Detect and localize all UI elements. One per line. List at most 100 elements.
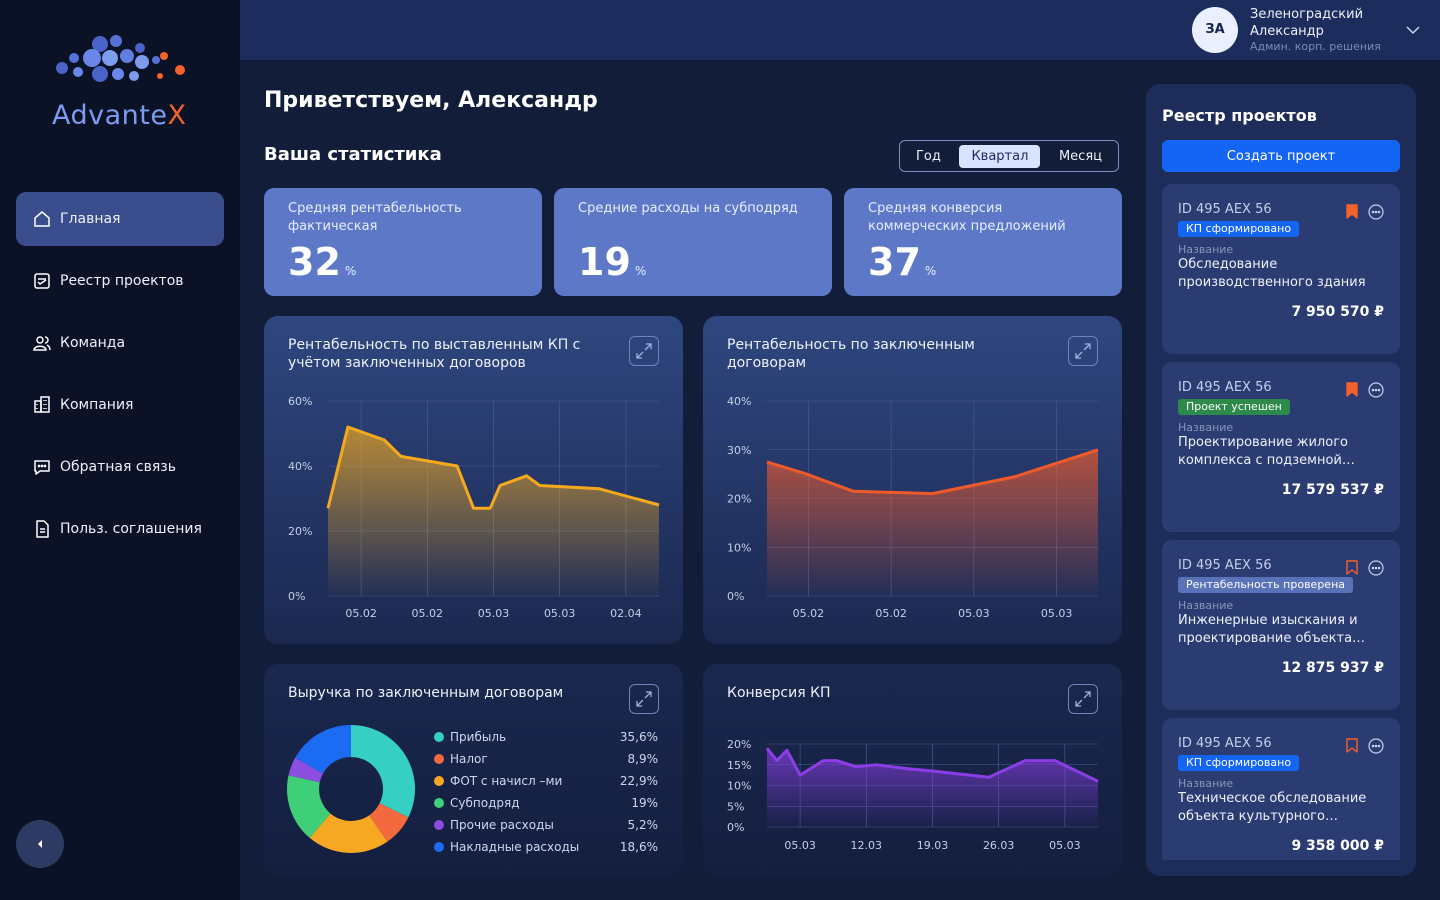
- stat-number: 19: [578, 240, 631, 284]
- y-tick-label: 5%: [727, 800, 744, 813]
- x-tick-label: 05.03: [544, 607, 576, 620]
- project-name-label: Название: [1178, 421, 1234, 434]
- collapse-sidebar-button[interactable]: [16, 820, 64, 868]
- kp-profitability-chart: 60% 40% 20% 0% 05.02 05.02 05.03 05.03 02.04: [288, 395, 660, 620]
- x-tick-label: 19.03: [917, 839, 949, 852]
- y-tick-label: 20%: [727, 738, 751, 751]
- user-menu[interactable]: ЗА Зеленоградский Александр Админ. корп.…: [1192, 6, 1420, 53]
- team-icon: [33, 336, 51, 351]
- period-quarter-button[interactable]: Квартал: [959, 144, 1041, 168]
- project-name-label: Название: [1178, 243, 1234, 256]
- pie-slice: [369, 803, 409, 842]
- contract-profitability-chart: 40% 30% 20% 10% 0% 05.02 05.02 05.03 05.03: [727, 395, 1099, 620]
- expand-icon: [1075, 691, 1091, 707]
- project-id: ID 495 AEX 56: [1178, 202, 1272, 217]
- chevron-down-icon: [1406, 25, 1420, 34]
- nav-item-feedback[interactable]: Обратная связь: [16, 440, 224, 494]
- chart-panel-conversion: 20% 15% 10% 5% 0% 05.03 12.03 19.03 26.03 05.03 К…: [703, 664, 1122, 876]
- top-bar: ЗА Зеленоградский Александр Админ. корп.…: [240, 0, 1440, 60]
- bookmark-icon[interactable]: [1346, 738, 1358, 753]
- nav-item-home[interactable]: Главная: [16, 192, 224, 246]
- bookmark-icon[interactable]: [1346, 382, 1358, 397]
- legend-dot: [434, 754, 444, 764]
- stat-label: Средние расходы на субподряд: [578, 201, 798, 216]
- legend-label: Прочие расходы: [450, 818, 554, 832]
- logo-icon: [56, 35, 185, 82]
- project-id: ID 495 AEX 56: [1178, 736, 1272, 751]
- registry-title: Реестр проектов: [1162, 106, 1317, 125]
- x-tick-label: 05.03: [1041, 607, 1073, 620]
- nav-item-team[interactable]: Команда: [16, 316, 224, 370]
- series-area: [767, 449, 1098, 596]
- company-icon: [34, 396, 50, 413]
- period-month-button[interactable]: Месяц: [1058, 148, 1102, 164]
- project-name: Техническое обследование объекта культур…: [1178, 791, 1367, 824]
- project-card[interactable]: ID 495 AEX 56 Рентабельность проверена Н…: [1162, 540, 1400, 710]
- series-line: [765, 747, 1099, 783]
- bookmark-icon[interactable]: [1346, 560, 1358, 575]
- pie-slice: [351, 725, 415, 818]
- period-year-button[interactable]: Год: [916, 148, 941, 164]
- status-badge: Рентабельность проверена: [1178, 577, 1354, 593]
- legend-value: 5,2%: [627, 818, 659, 832]
- more-icon[interactable]: [1368, 204, 1384, 220]
- pie-slice: [288, 757, 324, 783]
- chart-panel-kp-profitability: 60% 40% 20% 0% 05.02 05.02 05.03 05.03 02.04 Рен…: [264, 316, 683, 644]
- sidebar: AdvanteX Главная Реестр проектов Команда…: [0, 0, 240, 900]
- project-price: 9 358 000 ₽: [1291, 838, 1384, 854]
- y-tick-label: 60%: [288, 395, 312, 408]
- project-card[interactable]: ID 495 AEX 56 Проект успешен Название Пр…: [1162, 362, 1400, 532]
- project-actions: [1336, 382, 1384, 398]
- nav-item-agreement[interactable]: Польз. соглашения: [16, 502, 224, 556]
- expand-button[interactable]: [1068, 684, 1098, 714]
- legend-dot: [434, 798, 444, 808]
- expand-icon: [1075, 343, 1091, 359]
- stat-card-subcontract: Средние расходы на субподряд 19%: [554, 188, 832, 296]
- chart-title: Конверсия КП: [727, 685, 831, 701]
- y-tick-label: 20%: [727, 493, 751, 506]
- series-area: [328, 427, 659, 596]
- logo-text-main: Advante: [52, 100, 168, 131]
- stat-unit: %: [344, 264, 357, 278]
- chart-title: Выручка по заключенным договорам: [288, 685, 564, 701]
- legend-value: 19%: [631, 796, 658, 810]
- more-icon[interactable]: [1368, 738, 1384, 754]
- create-project-button[interactable]: Создать проект: [1162, 140, 1400, 172]
- project-actions: [1336, 738, 1384, 754]
- y-tick-label: 0%: [727, 590, 744, 603]
- project-card[interactable]: ID 495 AEX 56 КП сформировано Название Т…: [1162, 718, 1400, 860]
- y-tick-label: 30%: [727, 444, 751, 457]
- legend-label: Налог: [450, 752, 488, 766]
- nav-item-company[interactable]: Компания: [16, 378, 224, 432]
- status-badge: Проект успешен: [1178, 399, 1290, 415]
- y-tick-label: 0%: [727, 821, 744, 834]
- nav-item-label: Польз. соглашения: [60, 521, 202, 537]
- legend-item: Налог 8,9%: [434, 748, 658, 770]
- status-badge: КП сформировано: [1178, 755, 1300, 771]
- x-tick-label: 26.03: [983, 839, 1015, 852]
- more-icon[interactable]: [1368, 560, 1384, 576]
- project-price: 7 950 570 ₽: [1291, 304, 1384, 320]
- nav-item-registry[interactable]: Реестр проектов: [16, 254, 224, 308]
- stat-unit: %: [634, 264, 647, 278]
- expand-button[interactable]: [629, 336, 659, 366]
- project-card[interactable]: ID 495 AEX 56 КП сформировано Название О…: [1162, 184, 1400, 354]
- bookmark-icon[interactable]: [1346, 204, 1358, 219]
- series-area: [767, 748, 1098, 827]
- legend-label: Прибыль: [450, 730, 507, 744]
- more-icon[interactable]: [1368, 382, 1384, 398]
- expand-button[interactable]: [1068, 336, 1098, 366]
- legend-value: 22,9%: [619, 774, 658, 788]
- y-tick-label: 15%: [727, 759, 751, 772]
- chart-title: Рентабельность по выставленным КП с учёт…: [288, 337, 581, 371]
- expand-button[interactable]: [629, 684, 659, 714]
- y-tick-label: 40%: [288, 460, 312, 473]
- series-line: [766, 448, 1099, 496]
- y-tick-label: 10%: [727, 780, 751, 793]
- legend-item: Субподряд 19%: [434, 792, 658, 814]
- x-tick-label: 05.03: [1049, 839, 1081, 852]
- x-tick-label: 05.02: [345, 607, 377, 620]
- stat-value: 32%: [288, 242, 518, 291]
- chevron-left-icon: [38, 840, 42, 848]
- pie-slice: [295, 725, 351, 774]
